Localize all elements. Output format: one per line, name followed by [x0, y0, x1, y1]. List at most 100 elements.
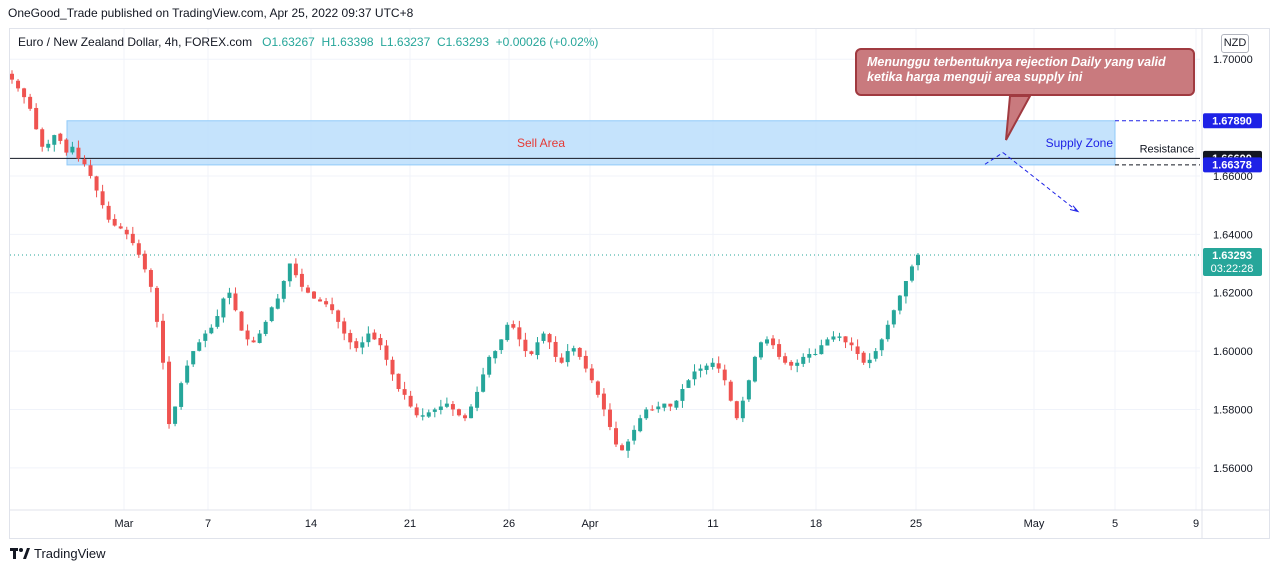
candle-body[interactable]: [481, 374, 486, 392]
candle-body[interactable]: [233, 293, 238, 311]
candle-body[interactable]: [197, 342, 202, 351]
candle-body[interactable]: [305, 287, 310, 293]
candle-body[interactable]: [523, 339, 528, 352]
candle-body[interactable]: [239, 311, 244, 331]
candle-body[interactable]: [571, 348, 576, 352]
candle-body[interactable]: [438, 406, 443, 411]
candle-body[interactable]: [100, 191, 105, 206]
candle-body[interactable]: [185, 365, 190, 383]
candle-body[interactable]: [124, 229, 129, 235]
candle-body[interactable]: [46, 143, 51, 148]
candle-body[interactable]: [583, 355, 588, 369]
candle-body[interactable]: [632, 429, 637, 441]
candle-body[interactable]: [589, 368, 594, 381]
candle-body[interactable]: [650, 409, 655, 411]
candle-body[interactable]: [831, 336, 836, 340]
candle-body[interactable]: [118, 226, 123, 229]
candle-body[interactable]: [221, 298, 226, 318]
candle-body[interactable]: [414, 407, 419, 416]
candle-body[interactable]: [873, 351, 878, 359]
candle-body[interactable]: [861, 352, 866, 363]
candle-body[interactable]: [209, 327, 214, 334]
candle-body[interactable]: [765, 339, 769, 344]
candle-body[interactable]: [390, 359, 395, 375]
candle-body[interactable]: [16, 80, 21, 89]
candle-body[interactable]: [257, 333, 262, 343]
candle-body[interactable]: [402, 389, 407, 395]
candle-body[interactable]: [680, 389, 685, 401]
candle-body[interactable]: [179, 383, 184, 407]
candle-body[interactable]: [142, 253, 147, 270]
candle-body[interactable]: [167, 361, 172, 425]
candle-body[interactable]: [662, 403, 667, 408]
candle-body[interactable]: [771, 338, 776, 346]
candle-body[interactable]: [541, 333, 546, 341]
candle-body[interactable]: [227, 292, 232, 298]
candle-body[interactable]: [837, 336, 842, 338]
candle-body[interactable]: [106, 205, 111, 220]
candle-body[interactable]: [916, 254, 920, 266]
candle-body[interactable]: [620, 445, 625, 451]
candle-body[interactable]: [82, 159, 87, 165]
candle-body[interactable]: [553, 341, 558, 357]
candle-body[interactable]: [783, 356, 788, 363]
candle-body[interactable]: [432, 409, 437, 412]
candle-body[interactable]: [336, 310, 341, 322]
candle-body[interactable]: [547, 334, 552, 343]
candle-body[interactable]: [565, 351, 570, 363]
candle-body[interactable]: [330, 304, 335, 311]
candle-body[interactable]: [408, 395, 413, 407]
candle-body[interactable]: [384, 345, 389, 360]
candle-body[interactable]: [843, 336, 848, 343]
candle-body[interactable]: [517, 327, 522, 340]
candle-body[interactable]: [855, 346, 860, 354]
candle-body[interactable]: [801, 356, 806, 364]
candle-body[interactable]: [740, 400, 745, 419]
candle-body[interactable]: [64, 139, 69, 153]
candle-body[interactable]: [897, 295, 902, 311]
candle-body[interactable]: [577, 347, 582, 357]
candle-body[interactable]: [312, 291, 316, 299]
currency-badge[interactable]: NZD: [1221, 34, 1249, 53]
candle-body[interactable]: [614, 428, 618, 445]
candle-body[interactable]: [215, 316, 220, 327]
candle-body[interactable]: [795, 362, 800, 366]
candle-body[interactable]: [130, 233, 135, 244]
supply-zone-rect[interactable]: [66, 120, 1116, 166]
candle-body[interactable]: [668, 403, 673, 407]
candle-body[interactable]: [807, 353, 812, 358]
candle-body[interactable]: [378, 338, 383, 346]
tradingview-footer[interactable]: TradingView: [10, 546, 106, 561]
candle-body[interactable]: [28, 96, 33, 109]
candle-body[interactable]: [40, 129, 45, 147]
candle-body[interactable]: [287, 263, 292, 282]
candle-body[interactable]: [698, 368, 703, 371]
candle-body[interactable]: [34, 107, 39, 130]
candle-body[interactable]: [487, 356, 492, 375]
candle-body[interactable]: [318, 299, 323, 302]
candle-body[interactable]: [263, 321, 268, 334]
candle-body[interactable]: [734, 401, 739, 419]
candle-body[interactable]: [251, 340, 256, 343]
candle-body[interactable]: [275, 298, 280, 309]
candle-body[interactable]: [112, 218, 117, 226]
candle-body[interactable]: [342, 321, 347, 334]
candle-body[interactable]: [475, 391, 480, 408]
candle-body[interactable]: [535, 342, 540, 356]
candle-body[interactable]: [879, 339, 884, 351]
candle-body[interactable]: [704, 365, 709, 370]
candle-body[interactable]: [674, 400, 679, 408]
candle-body[interactable]: [281, 281, 286, 299]
annotation-callout[interactable]: Menunggu terbentuknya rejection Daily ya…: [855, 48, 1195, 96]
candle-body[interactable]: [789, 361, 794, 366]
candle-body[interactable]: [469, 406, 474, 419]
candle-body[interactable]: [293, 263, 298, 276]
candle-body[interactable]: [58, 133, 63, 141]
candle-body[interactable]: [191, 351, 196, 365]
candle-body[interactable]: [360, 342, 365, 348]
candle-body[interactable]: [245, 330, 250, 340]
candle-body[interactable]: [456, 409, 461, 416]
candle-body[interactable]: [601, 393, 606, 410]
candle-body[interactable]: [94, 176, 99, 191]
candle-body[interactable]: [505, 324, 510, 341]
